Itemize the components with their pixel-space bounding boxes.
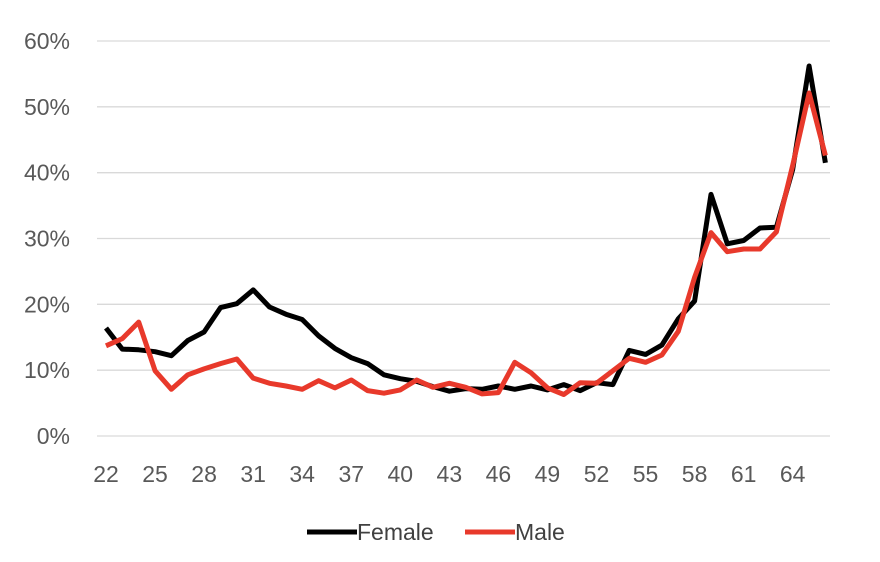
series-lines bbox=[104, 63, 828, 397]
y-tick-label: 60% bbox=[24, 28, 70, 54]
x-axis-ticks: 22 25 28 31 34 37 40 43 46 49 52 55 58 61 64 bbox=[93, 461, 805, 487]
y-tick-label: 40% bbox=[24, 160, 70, 186]
series-line-male bbox=[104, 90, 828, 397]
y-tick-label: 20% bbox=[24, 291, 70, 317]
y-tick-label: 0% bbox=[37, 423, 70, 449]
x-tick-label: 25 bbox=[142, 461, 168, 487]
x-tick-label: 52 bbox=[584, 461, 610, 487]
x-tick-label: 31 bbox=[240, 461, 266, 487]
x-tick-label: 34 bbox=[289, 461, 315, 487]
x-tick-label: 64 bbox=[780, 461, 806, 487]
x-tick-label: 40 bbox=[388, 461, 414, 487]
legend-label-male: Male bbox=[515, 519, 565, 545]
legend: Female Male bbox=[307, 519, 565, 545]
x-tick-label: 49 bbox=[535, 461, 561, 487]
x-tick-label: 55 bbox=[633, 461, 659, 487]
y-tick-label: 50% bbox=[24, 94, 70, 120]
x-tick-label: 22 bbox=[93, 461, 119, 487]
x-tick-label: 28 bbox=[191, 461, 217, 487]
gridlines bbox=[97, 40, 830, 437]
legend-label-female: Female bbox=[357, 519, 434, 545]
x-tick-label: 37 bbox=[338, 461, 364, 487]
y-tick-label: 10% bbox=[24, 357, 70, 383]
series-line-female bbox=[104, 63, 828, 394]
x-tick-label: 58 bbox=[682, 461, 708, 487]
y-axis-ticks: 0% 10% 20% 30% 40% 50% 60% bbox=[24, 28, 70, 449]
x-tick-label: 46 bbox=[486, 461, 512, 487]
y-tick-label: 30% bbox=[24, 226, 70, 252]
x-tick-label: 43 bbox=[437, 461, 463, 487]
x-tick-label: 61 bbox=[731, 461, 757, 487]
